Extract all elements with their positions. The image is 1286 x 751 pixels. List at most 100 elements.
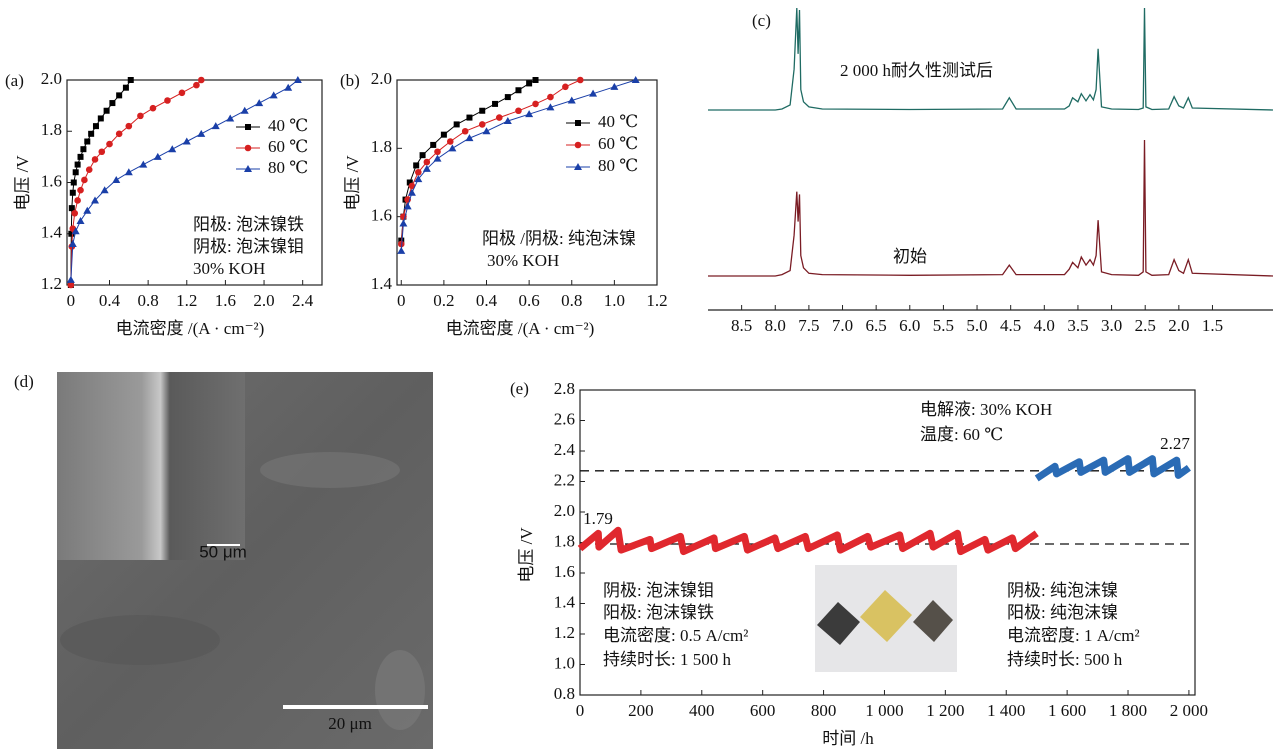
data-point xyxy=(397,240,405,248)
data-point xyxy=(567,96,576,104)
x-tick-label: 1.2 xyxy=(176,291,197,310)
data-point xyxy=(91,196,100,204)
data-point xyxy=(413,162,420,169)
data-point xyxy=(397,246,406,254)
data-point xyxy=(74,197,81,204)
data-point xyxy=(77,153,84,160)
data-point xyxy=(562,83,569,91)
series-line xyxy=(1034,455,1191,482)
y-tick-label: 1.8 xyxy=(371,137,392,156)
data-point xyxy=(422,164,431,172)
legend-label: 40 ℃ xyxy=(268,116,308,135)
data-point xyxy=(66,275,75,283)
y-tick-label: 2.6 xyxy=(554,409,575,428)
legend-marker xyxy=(245,124,251,130)
photo-sample xyxy=(913,600,953,642)
x-tick-label: 800 xyxy=(811,701,837,720)
data-point xyxy=(103,107,110,114)
y-tick-label: 2.2 xyxy=(554,470,575,489)
data-point xyxy=(81,176,88,184)
x-tick-label: 2.0 xyxy=(253,291,274,310)
data-point xyxy=(525,110,534,118)
y-axis-title: 电压 /V xyxy=(13,155,32,211)
y-tick-label: 1.4 xyxy=(554,592,576,611)
legend-label: 80 ℃ xyxy=(598,156,638,175)
data-point xyxy=(153,152,162,160)
annotation: 电解液: 30% KOH xyxy=(920,400,1052,419)
data-point xyxy=(98,148,106,156)
x-tick-label: 7.5 xyxy=(798,316,819,335)
annotation: 持续时长: 1 500 h xyxy=(603,650,731,669)
data-point xyxy=(240,106,249,114)
data-point xyxy=(97,115,104,122)
y-tick-label: 1.4 xyxy=(41,223,63,242)
x-tick-label: 0.4 xyxy=(476,291,498,310)
x-tick-label: 0 xyxy=(397,291,406,310)
legend-label: 60 ℃ xyxy=(268,137,308,156)
data-point xyxy=(109,100,116,107)
data-point xyxy=(84,138,91,145)
data-point xyxy=(547,93,554,101)
data-point xyxy=(74,161,81,168)
panel-label: (c) xyxy=(752,11,771,30)
data-point xyxy=(211,122,220,130)
y-axis-title: 电压 /V xyxy=(517,527,536,583)
x-tick-label: 1.2 xyxy=(646,291,667,310)
data-point xyxy=(576,76,584,84)
annotation: 30% KOH xyxy=(487,251,559,270)
data-point xyxy=(92,123,99,130)
annotation: 阳极: 纯泡沫镍 xyxy=(1007,603,1118,622)
y-tick-label: 1.2 xyxy=(554,623,575,642)
data-point xyxy=(68,240,77,247)
data-point xyxy=(127,77,134,83)
sem-texture xyxy=(60,615,220,665)
data-point xyxy=(610,82,619,90)
data-point xyxy=(293,76,302,83)
panel-label: (d) xyxy=(14,372,34,391)
x-tick-label: 1 000 xyxy=(865,701,903,720)
reference-label: 2.27 xyxy=(1160,434,1190,453)
x-tick-label: 1.6 xyxy=(215,291,236,310)
x-tick-label: 0.8 xyxy=(138,291,159,310)
x-tick-label: 5.0 xyxy=(966,316,987,335)
y-axis-title: 电压 /V xyxy=(343,155,362,211)
data-point xyxy=(403,202,412,210)
data-point xyxy=(423,158,431,166)
annotation: 电流密度: 0.5 A/cm² xyxy=(603,626,748,645)
data-point xyxy=(495,114,503,121)
x-tick-label: 7.0 xyxy=(832,316,853,335)
annotation: 30% KOH xyxy=(193,259,265,278)
data-point xyxy=(515,87,522,94)
data-point xyxy=(139,160,148,168)
photo-sample xyxy=(860,590,912,642)
data-point xyxy=(526,80,533,87)
data-point xyxy=(71,209,79,217)
y-tick-label: 1.6 xyxy=(554,562,575,581)
x-tick-label: 1.0 xyxy=(604,291,625,310)
x-tick-label: 1 200 xyxy=(926,701,964,720)
data-point xyxy=(478,121,486,128)
data-point xyxy=(67,281,75,289)
y-tick-label: 1.8 xyxy=(41,120,62,139)
photo-sample xyxy=(817,602,860,645)
x-tick-label: 0 xyxy=(67,291,76,310)
x-tick-label: 0.4 xyxy=(99,291,121,310)
data-point xyxy=(83,206,92,214)
plot-frame xyxy=(396,79,658,286)
data-point xyxy=(589,89,598,97)
legend-marker xyxy=(244,144,252,152)
x-tick-label: 8.5 xyxy=(731,316,752,335)
x-tick-label: 2 000 xyxy=(1170,701,1208,720)
x-tick-label: 6.5 xyxy=(866,316,887,335)
data-point xyxy=(504,94,511,101)
data-point xyxy=(77,186,84,194)
x-tick-label: 1 800 xyxy=(1109,701,1147,720)
data-point xyxy=(532,100,539,108)
data-point xyxy=(448,144,457,152)
annotation: 阳极: 泡沫镍铁 xyxy=(193,215,304,234)
data-point xyxy=(515,107,522,115)
x-tick-label: 1 400 xyxy=(987,701,1025,720)
y-tick-label: 2.0 xyxy=(41,69,62,88)
data-point xyxy=(440,131,447,138)
